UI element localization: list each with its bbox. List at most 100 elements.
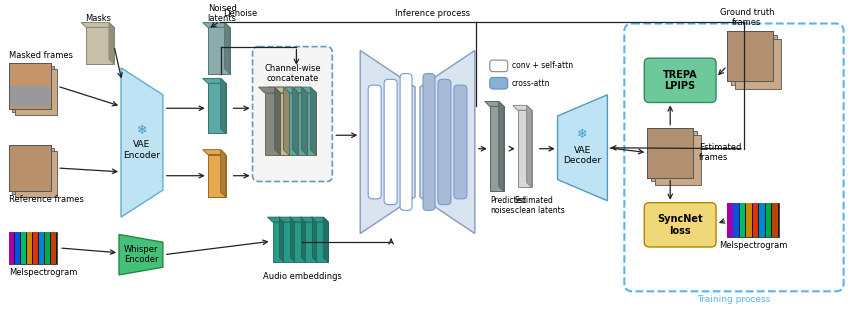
Polygon shape <box>284 222 296 262</box>
FancyBboxPatch shape <box>400 74 412 210</box>
Text: Predicted
noises: Predicted noises <box>490 196 526 215</box>
Text: Reference frames: Reference frames <box>9 195 84 204</box>
Text: cross-attn: cross-attn <box>512 79 550 88</box>
Bar <box>45 232 50 264</box>
Bar <box>727 31 773 81</box>
Bar <box>740 203 746 237</box>
Text: Masks: Masks <box>85 15 111 24</box>
Text: Melspectrogram: Melspectrogram <box>719 241 787 250</box>
Polygon shape <box>268 217 285 222</box>
Polygon shape <box>295 87 316 93</box>
Polygon shape <box>295 222 307 262</box>
Bar <box>727 31 773 81</box>
Polygon shape <box>258 87 280 93</box>
Bar <box>727 203 779 237</box>
Bar <box>655 135 701 185</box>
Bar <box>33 232 38 264</box>
Bar <box>15 232 20 264</box>
Bar <box>773 203 778 237</box>
Bar <box>759 203 765 237</box>
Polygon shape <box>86 27 114 64</box>
Polygon shape <box>527 105 532 187</box>
Polygon shape <box>324 217 328 262</box>
Bar <box>51 232 56 264</box>
Polygon shape <box>302 87 308 156</box>
Text: Whisper
Encoder: Whisper Encoder <box>124 245 158 264</box>
Polygon shape <box>420 50 475 234</box>
Polygon shape <box>485 101 504 106</box>
Bar <box>9 232 57 264</box>
Bar <box>727 203 733 237</box>
Polygon shape <box>121 68 163 217</box>
Bar <box>9 145 51 191</box>
Polygon shape <box>301 93 316 156</box>
Bar <box>648 128 694 178</box>
Polygon shape <box>498 101 504 191</box>
FancyBboxPatch shape <box>454 85 467 199</box>
Bar <box>33 232 38 264</box>
Text: Melspectrogram: Melspectrogram <box>9 268 78 277</box>
Polygon shape <box>221 150 226 197</box>
Polygon shape <box>81 22 114 27</box>
Bar <box>746 203 752 237</box>
FancyBboxPatch shape <box>644 58 716 103</box>
Polygon shape <box>291 217 296 262</box>
Polygon shape <box>310 87 316 156</box>
FancyBboxPatch shape <box>490 77 508 89</box>
Polygon shape <box>285 87 308 93</box>
Polygon shape <box>264 93 280 156</box>
Bar <box>740 203 746 237</box>
Bar <box>10 86 50 107</box>
Bar <box>45 232 50 264</box>
Text: Estimated
frames: Estimated frames <box>699 143 741 162</box>
Text: SyncNet
loss: SyncNet loss <box>658 214 703 236</box>
FancyBboxPatch shape <box>423 74 435 210</box>
Text: Channel-wise
concatenate: Channel-wise concatenate <box>264 64 320 83</box>
Polygon shape <box>208 155 226 197</box>
Text: Inference process: Inference process <box>394 9 469 18</box>
Bar <box>727 203 733 237</box>
Bar <box>9 145 51 191</box>
Text: Training process: Training process <box>698 295 770 304</box>
Bar <box>15 232 20 264</box>
Polygon shape <box>490 106 504 191</box>
Bar <box>27 232 32 264</box>
Bar <box>753 203 758 237</box>
FancyBboxPatch shape <box>252 47 332 182</box>
Polygon shape <box>109 22 114 64</box>
Polygon shape <box>221 78 226 133</box>
Text: Denoise: Denoise <box>222 9 257 18</box>
Text: ❄: ❄ <box>578 128 588 141</box>
Bar <box>21 232 26 264</box>
Polygon shape <box>119 234 163 275</box>
Polygon shape <box>313 217 317 262</box>
Polygon shape <box>311 217 328 222</box>
Text: Masked frames: Masked frames <box>9 51 73 60</box>
Bar <box>753 203 758 237</box>
Text: VAE
Decoder: VAE Decoder <box>563 146 602 165</box>
Polygon shape <box>203 78 226 83</box>
Polygon shape <box>360 50 415 234</box>
FancyBboxPatch shape <box>368 85 381 199</box>
Polygon shape <box>518 110 532 187</box>
FancyBboxPatch shape <box>438 79 451 205</box>
Bar <box>734 203 739 237</box>
Bar <box>12 148 55 194</box>
Polygon shape <box>292 87 298 156</box>
Text: conv + self-attn: conv + self-attn <box>512 61 573 70</box>
Polygon shape <box>268 87 290 93</box>
Bar <box>9 63 51 109</box>
Bar <box>9 232 14 264</box>
Bar <box>51 232 56 264</box>
Bar <box>766 203 771 237</box>
Bar <box>9 232 14 264</box>
Bar <box>9 63 51 109</box>
Bar <box>15 151 57 197</box>
Bar <box>759 203 765 237</box>
Polygon shape <box>316 222 328 262</box>
Bar <box>648 128 694 178</box>
Polygon shape <box>203 150 226 155</box>
Text: ❄: ❄ <box>136 124 147 137</box>
Polygon shape <box>513 105 532 110</box>
Polygon shape <box>274 87 280 156</box>
